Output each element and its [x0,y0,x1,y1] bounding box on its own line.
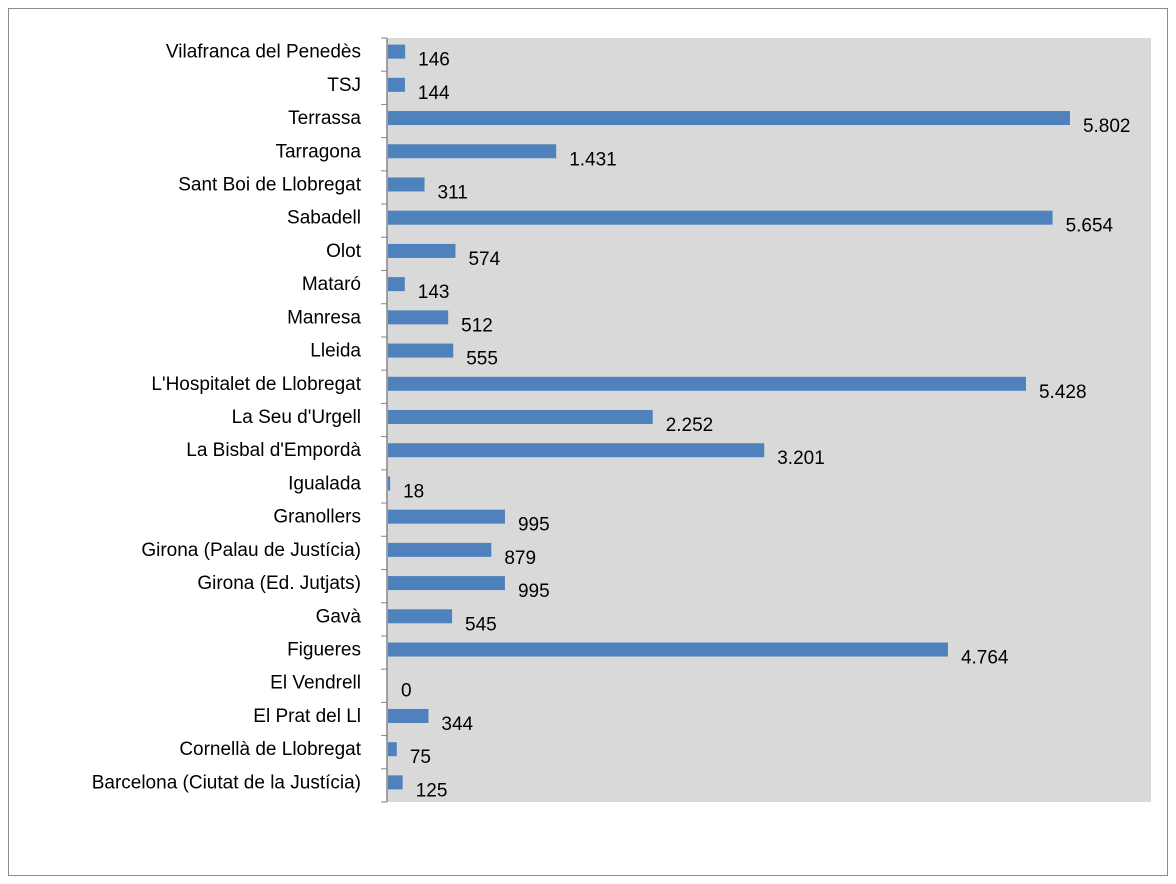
value-label: 344 [441,714,473,735]
bar [388,509,505,524]
category-label: Olot [326,241,362,262]
value-label: 125 [416,780,448,801]
category-label: Igualada [288,473,361,494]
bars-group [388,44,1070,790]
bar [388,376,1026,391]
value-label: 555 [466,349,498,370]
category-label: Gavà [316,606,362,627]
category-label: Tarragona [275,141,361,162]
category-label: L'Hospitalet de Llobregat [151,374,361,395]
value-label: 879 [504,548,536,569]
value-label: 0 [401,681,412,702]
bar [388,210,1053,225]
bar [388,775,403,790]
bar [388,343,454,358]
category-label: La Seu d'Urgell [232,407,361,428]
category-label: El Prat del Ll [253,706,361,727]
bar [388,708,429,723]
category-labels: Vilafranca del Penedès TSJ Terrassa Tarrago… [92,42,362,794]
category-label: Barcelona (Ciutat de la Justícia) [92,772,361,793]
value-labels: 146 144 5.802 1.431 311 5.654 574 143 512 555 5.42… [401,50,1131,802]
bar [388,277,405,292]
bar [388,642,948,657]
value-label: 3.201 [777,448,825,469]
value-label: 512 [461,315,493,336]
bar [388,144,557,159]
category-label: Manresa [287,307,361,328]
category-label: Vilafranca del Penedès [166,42,361,63]
category-label: Lleida [310,341,361,362]
value-label: 143 [418,282,450,303]
value-label: 144 [418,83,450,104]
bar [388,609,453,624]
value-label: 995 [518,581,550,602]
category-label: Mataró [302,274,361,295]
bar [388,410,653,424]
category-label: Girona (Palau de Justícia) [141,540,361,561]
value-label: 146 [418,50,450,71]
bar [388,77,405,92]
bar [388,443,765,458]
bar [388,111,1070,126]
value-label: 574 [468,249,500,270]
category-label: Terrassa [288,108,361,129]
value-label: 18 [403,481,424,502]
value-label: 1.431 [569,149,617,170]
category-label: TSJ [327,75,361,96]
value-label: 5.654 [1066,216,1114,237]
bar [388,177,425,192]
category-label: Sant Boi de Llobregat [178,174,361,195]
category-label: Girona (Ed. Jutjats) [197,573,361,594]
category-label: Sabadell [287,208,361,229]
y-axis-ticks [381,37,387,803]
category-label: La Bisbal d'Empordà [186,440,361,461]
value-label: 5.428 [1039,382,1087,403]
value-label: 2.252 [666,415,714,436]
category-label: Granollers [273,507,361,528]
category-label: Figueres [287,640,361,661]
bar [388,742,397,757]
bar [388,542,492,557]
bar [388,476,391,491]
value-label: 545 [465,614,497,635]
bar [388,576,505,591]
bar [388,310,449,325]
category-label: Cornellà de Llobregat [179,739,361,760]
value-label: 75 [410,747,431,768]
value-label: 5.802 [1083,116,1131,137]
bar [388,243,456,258]
value-label: 995 [518,515,550,536]
value-label: 4.764 [961,648,1009,669]
value-label: 311 [438,182,468,203]
category-label: El Vendrell [270,673,361,694]
bar [388,44,406,59]
